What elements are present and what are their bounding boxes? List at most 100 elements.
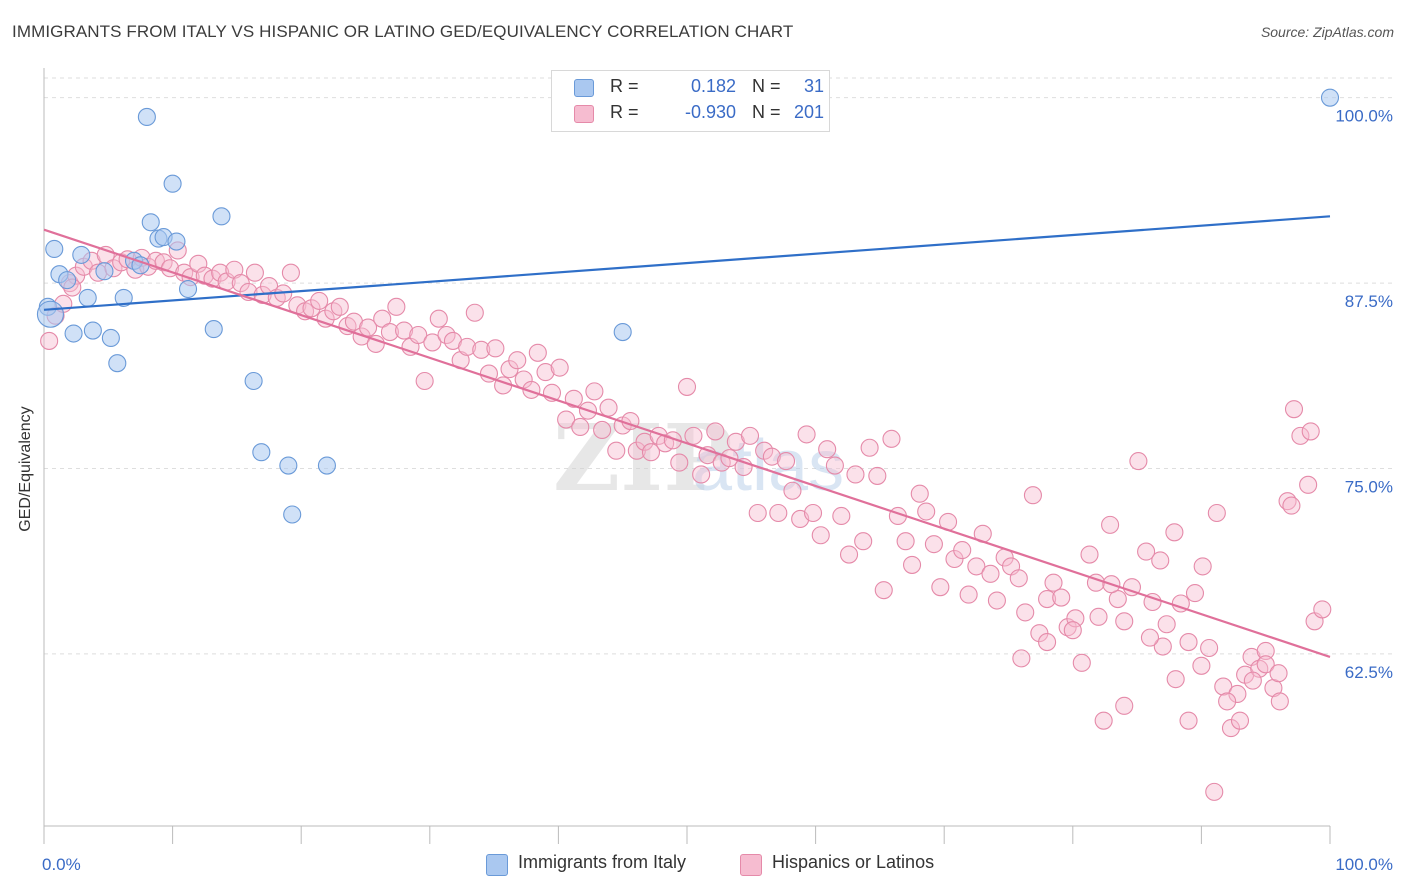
data-point-hispanic	[423, 333, 442, 352]
blue-points-layer	[36, 88, 1340, 524]
data-point-hispanic	[854, 532, 873, 551]
data-point-italy	[45, 239, 64, 259]
legend-r-value: 0.182	[690, 76, 736, 96]
bottom-legend-label: Hispanics or Latinos	[772, 852, 935, 872]
tick-labels-layer: 62.5% 75.0% 87.5% 100.0% 0.0% 100.0%	[42, 107, 1393, 874]
data-point-hispanic	[465, 303, 484, 322]
data-point-hispanic	[783, 481, 802, 500]
data-point-italy	[178, 279, 198, 299]
bottom-legend-label: Immigrants from Italy	[518, 852, 687, 872]
data-point-italy	[137, 107, 156, 127]
data-point-hispanic	[910, 484, 929, 503]
data-point-hispanic	[1115, 696, 1134, 715]
y-tick-label: 62.5%	[1345, 663, 1393, 682]
data-point-hispanic	[1270, 692, 1289, 711]
data-point-hispanic	[987, 591, 1006, 610]
data-point-hispanic	[1089, 607, 1108, 626]
data-point-italy	[36, 300, 64, 328]
data-point-hispanic	[395, 321, 414, 340]
data-point-italy	[141, 213, 160, 232]
data-point-italy	[244, 371, 263, 391]
data-point-hispanic	[1016, 603, 1035, 622]
data-point-hispanic	[1256, 655, 1275, 674]
data-point-hispanic	[1166, 670, 1185, 689]
data-point-hispanic	[967, 557, 986, 576]
data-point-hispanic	[536, 363, 555, 382]
data-point-hispanic	[380, 322, 399, 342]
data-point-hispanic	[896, 532, 915, 551]
data-point-hispanic	[860, 438, 879, 457]
y-tick-label: 100.0%	[1335, 107, 1393, 126]
data-point-hispanic	[882, 429, 901, 448]
data-point-hispanic	[1038, 589, 1057, 609]
legend-swatch-blue	[574, 79, 594, 97]
data-point-hispanic	[281, 263, 300, 282]
data-point-hispanic	[508, 351, 527, 370]
data-point-hispanic	[564, 389, 583, 408]
data-point-hispanic	[1052, 588, 1071, 607]
data-point-hispanic	[1143, 592, 1162, 612]
data-point-italy	[283, 505, 302, 524]
data-point-hispanic	[1193, 557, 1212, 576]
data-point-hispanic	[1282, 496, 1301, 515]
y-tick-label: 87.5%	[1345, 292, 1393, 311]
data-point-hispanic	[868, 466, 887, 485]
legend-swatch-pink	[574, 105, 594, 123]
data-point-italy	[58, 271, 77, 290]
data-point-italy	[95, 262, 114, 281]
data-point-hispanic	[953, 541, 972, 560]
data-point-hispanic	[1063, 621, 1082, 640]
data-point-hispanic	[330, 297, 349, 316]
data-point-italy	[101, 328, 120, 348]
data-point-hispanic	[1243, 671, 1262, 690]
data-point-hispanic	[1313, 600, 1332, 619]
data-point-hispanic	[776, 452, 796, 471]
data-point-hispanic	[1205, 782, 1224, 801]
data-point-hispanic	[706, 422, 725, 441]
data-point-italy	[163, 174, 182, 193]
data-point-italy	[108, 354, 127, 373]
data-point-hispanic	[1012, 649, 1031, 668]
data-point-hispanic	[874, 581, 893, 600]
data-point-hispanic	[1185, 584, 1205, 603]
data-point-italy	[64, 324, 83, 343]
data-point-hispanic	[593, 420, 612, 439]
data-point-hispanic	[803, 503, 823, 523]
data-point-hispanic	[641, 443, 661, 462]
data-point-hispanic	[302, 299, 321, 318]
data-point-hispanic	[550, 358, 569, 377]
data-point-hispanic	[1140, 628, 1160, 647]
data-point-hispanic	[1179, 711, 1198, 730]
data-point-hispanic	[486, 339, 505, 358]
data-point-hispanic	[1218, 692, 1237, 711]
data-point-italy	[72, 245, 91, 264]
data-point-hispanic	[1192, 656, 1211, 675]
data-point-hispanic	[189, 254, 208, 273]
data-point-hispanic	[902, 555, 922, 574]
data-point-hispanic	[1038, 633, 1057, 652]
data-point-hispanic	[373, 309, 392, 328]
data-point-hispanic	[387, 297, 406, 316]
axes-layer	[43, 68, 1331, 844]
chart-source: Source: ZipAtlas.com	[1260, 24, 1394, 40]
legend-n-label: N =	[752, 102, 781, 122]
data-point-hispanic	[585, 382, 604, 401]
data-point-hispanic	[1221, 719, 1241, 738]
data-point-hispanic	[366, 334, 385, 353]
legend-r-label: R =	[610, 102, 639, 122]
data-point-hispanic	[1066, 609, 1085, 628]
data-point-hispanic	[762, 447, 781, 466]
bottom-legend-swatch-blue	[486, 854, 508, 876]
data-point-hispanic	[429, 309, 448, 328]
data-point-italy	[78, 288, 97, 307]
data-point-italy	[167, 232, 186, 251]
data-point-italy	[204, 320, 223, 339]
data-point-hispanic	[1153, 637, 1172, 656]
x-tick-label: 0.0%	[42, 855, 81, 874]
data-point-italy	[252, 443, 271, 462]
legend-row-italy: R = 0.182 N = 31	[574, 76, 834, 100]
data-point-hispanic	[211, 263, 230, 282]
data-point-hispanic	[1072, 653, 1091, 672]
data-point-hispanic	[458, 337, 477, 356]
